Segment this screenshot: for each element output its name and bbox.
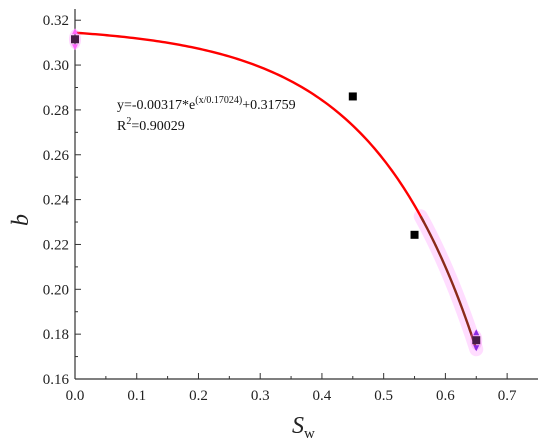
- data-point: [71, 35, 79, 44]
- y-tick-label: 0.28: [43, 103, 69, 119]
- x-axis-ticks: 0.0 0.1 0.2 0.3 0.4 0.5 0.6 0.7: [66, 373, 517, 404]
- x-tick-label: 0.1: [127, 388, 146, 404]
- y-tick-label: 0.18: [43, 327, 69, 343]
- x-axis-title: Sw: [292, 413, 315, 442]
- y-tick-label: 0.22: [43, 237, 69, 253]
- fit-curve: [74, 31, 425, 223]
- data-point: [348, 92, 357, 101]
- x-tick-label: 0.5: [374, 388, 393, 404]
- start-handle-down-arrow: [72, 44, 78, 51]
- x-tick-label: 0.7: [498, 388, 517, 404]
- fit-curve-layer: [74, 31, 484, 357]
- x-tick-label: 0.0: [66, 388, 85, 404]
- y-tick-label: 0.24: [43, 193, 70, 209]
- y-tick-label: 0.26: [43, 148, 70, 164]
- y-axis-title: b: [8, 214, 34, 226]
- x-tick-label: 0.2: [189, 388, 208, 404]
- y-tick-label: 0.30: [43, 58, 69, 74]
- fit-curve-end-segment: [419, 215, 478, 350]
- end-handle-up-arrow: [473, 329, 480, 336]
- start-handle-up-arrow: [72, 28, 78, 35]
- fit-curve-highlight: [413, 209, 484, 357]
- y-tick-label: 0.16: [43, 372, 70, 388]
- end-handle-down-arrow: [473, 345, 480, 352]
- y-tick-label: 0.20: [43, 282, 69, 298]
- data-points-layer: [69, 28, 483, 352]
- fit-equation: y=-0.00317*e(x/0.17024)+0.31759: [117, 95, 296, 113]
- data-point: [410, 230, 419, 239]
- y-axis-ticks: 0.16 0.18 0.20 0.22 0.24 0.26 0.28 0.30 0.32: [43, 13, 81, 388]
- x-tick-label: 0.6: [436, 388, 455, 404]
- x-tick-label: 0.4: [313, 388, 332, 404]
- x-tick-label: 0.3: [251, 388, 270, 404]
- data-point: [472, 336, 481, 345]
- fit-r-squared: R2=0.90029: [117, 116, 185, 134]
- y-tick-label: 0.32: [43, 13, 69, 29]
- axes: [74, 9, 538, 380]
